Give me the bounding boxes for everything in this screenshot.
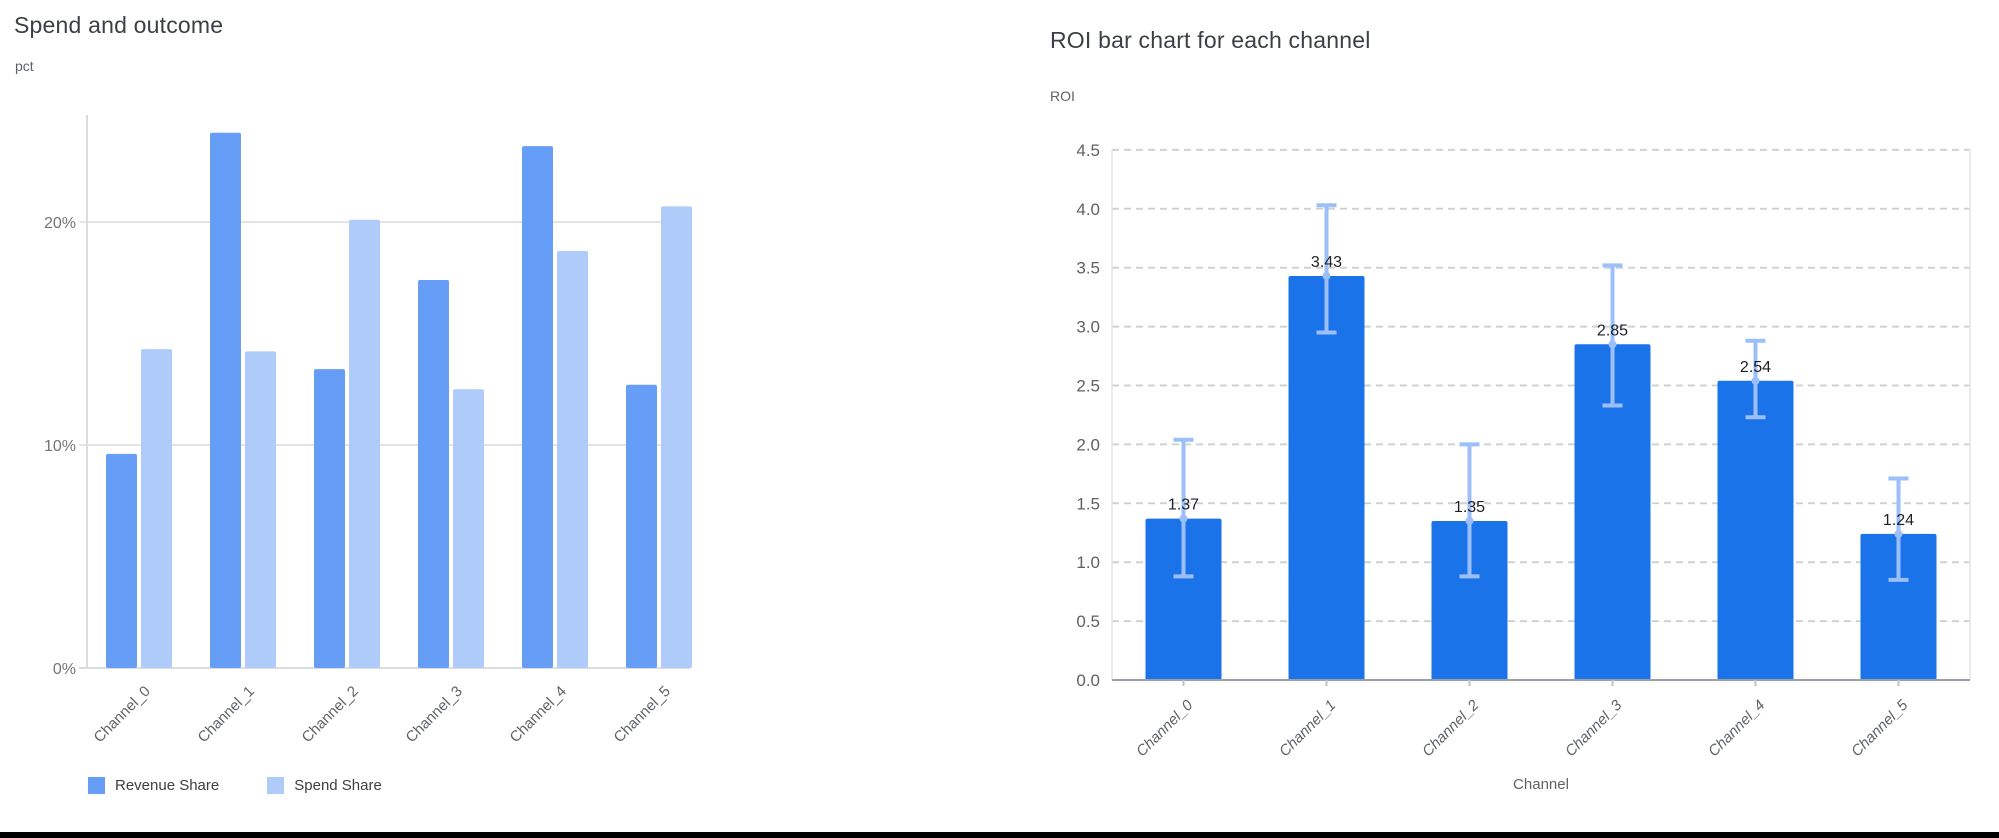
y-axis-tick-label: 4.5 — [1076, 141, 1100, 160]
bar-value-label: 2.54 — [1740, 359, 1771, 376]
y-axis-tick-label: 4.0 — [1076, 200, 1100, 219]
roi-plot: 0.0 0.5 1.0 1.5 2.0 2.5 3.0 3.5 4.0 4.5 1.37 Channe… — [1076, 141, 1971, 793]
x-category-label: Channel_0 — [1133, 696, 1197, 760]
roi-bar-channel_2[interactable] — [1431, 520, 1508, 680]
y-axis-tick-label: 1.5 — [1076, 494, 1100, 513]
bar-channel_3-revenue-share[interactable] — [418, 279, 449, 668]
bar-channel_5-spend-share[interactable] — [661, 206, 692, 668]
spend-outcome-plot: 0% 10% 20% Channel_0 Channel_1 Channel_2 Chann… — [44, 115, 692, 746]
y-axis-unit-label-pct: pct — [15, 58, 34, 74]
bar-channel_2-revenue-share[interactable] — [314, 369, 345, 668]
error-bar-marker — [1751, 376, 1760, 385]
bar-channel_2-spend-share[interactable] — [349, 219, 380, 668]
x-category-label: Channel_4 — [506, 683, 569, 746]
x-category-label: Channel_1 — [1276, 697, 1339, 760]
x-category-label: Channel_4 — [1705, 697, 1768, 760]
error-bar-marker — [1322, 271, 1331, 280]
legend-swatch — [88, 777, 105, 794]
spend-outcome-chart-card: Spend and outcome pct 0% 10% 20% Channel_0 C… — [0, 0, 760, 832]
chart-title-spend-outcome: Spend and outcome — [14, 12, 224, 38]
roi-bar-channel_4[interactable] — [1717, 380, 1794, 680]
y-axis-unit-label-roi: ROI — [1050, 88, 1075, 104]
bar-channel_4-revenue-share[interactable] — [522, 146, 553, 668]
bar-channel_1-spend-share[interactable] — [245, 351, 276, 668]
bar-value-label: 1.24 — [1883, 512, 1914, 529]
legend-label: Spend Share — [294, 777, 382, 794]
legend-item-revenue-share[interactable]: Revenue Share — [88, 777, 219, 794]
legend-label: Revenue Share — [115, 777, 220, 794]
roi-chart-card: ROI bar chart for each channel ROI 0.0 0.… — [960, 0, 1999, 832]
bar-value-label: 2.85 — [1597, 322, 1628, 339]
bar-channel_5-revenue-share[interactable] — [626, 384, 657, 668]
y-axis-tick-label: 0.5 — [1076, 612, 1100, 631]
bar-value-label: 3.43 — [1311, 254, 1342, 271]
roi-bar-channel_0[interactable] — [1145, 518, 1222, 680]
error-bar-marker — [1465, 516, 1474, 525]
y-axis-tick-label: 3.0 — [1076, 318, 1100, 337]
error-bar-marker — [1894, 529, 1903, 538]
x-category-label: Channel_0 — [90, 683, 153, 746]
bar-channel_3-spend-share[interactable] — [453, 389, 484, 668]
x-axis-title: Channel — [1513, 776, 1569, 793]
x-category-label: Channel_2 — [298, 683, 361, 746]
y-axis-tick-label: 3.5 — [1076, 259, 1100, 278]
roi-bar-channel_3[interactable] — [1574, 344, 1651, 680]
bar-value-label: 1.37 — [1168, 497, 1199, 514]
y-axis-tick-label: 2.0 — [1076, 435, 1100, 454]
legend-swatch — [267, 777, 285, 794]
x-category-label: Channel_5 — [610, 683, 673, 746]
x-category-label: Channel_1 — [194, 683, 257, 746]
bar-channel_1-revenue-share[interactable] — [210, 132, 241, 669]
y-axis-tick-label: 1.0 — [1076, 553, 1100, 572]
legend-item-spend-share[interactable]: Spend Share — [267, 777, 382, 794]
roi-bar-channel_1[interactable] — [1288, 275, 1365, 680]
bottom-border-bar — [0, 832, 1999, 838]
bar-channel_4-spend-share[interactable] — [557, 250, 588, 669]
y-axis-tick-label: 0.0 — [1076, 671, 1100, 690]
x-category-label: Channel_3 — [402, 683, 465, 746]
bar-value-label: 1.35 — [1454, 499, 1485, 516]
x-category-label: Channel_2 — [1419, 696, 1483, 760]
legend: Revenue Share Spend Share — [88, 777, 382, 794]
bar-channel_0-revenue-share[interactable] — [106, 453, 137, 668]
y-axis-tick-label: 2.5 — [1076, 377, 1100, 396]
x-category-label: Channel_3 — [1562, 696, 1626, 760]
roi-bar-channel_5[interactable] — [1860, 533, 1937, 680]
error-bar-marker — [1179, 514, 1188, 523]
error-bar-marker — [1608, 340, 1617, 349]
x-category-label: Channel_5 — [1848, 696, 1912, 760]
chart-title-roi: ROI bar chart for each channel — [1050, 27, 1371, 53]
y-axis-tick-label: 10% — [44, 438, 76, 455]
y-axis-tick-label: 20% — [44, 215, 76, 232]
y-axis-tick-label: 0% — [53, 661, 76, 678]
bar-channel_0-spend-share[interactable] — [141, 349, 172, 668]
